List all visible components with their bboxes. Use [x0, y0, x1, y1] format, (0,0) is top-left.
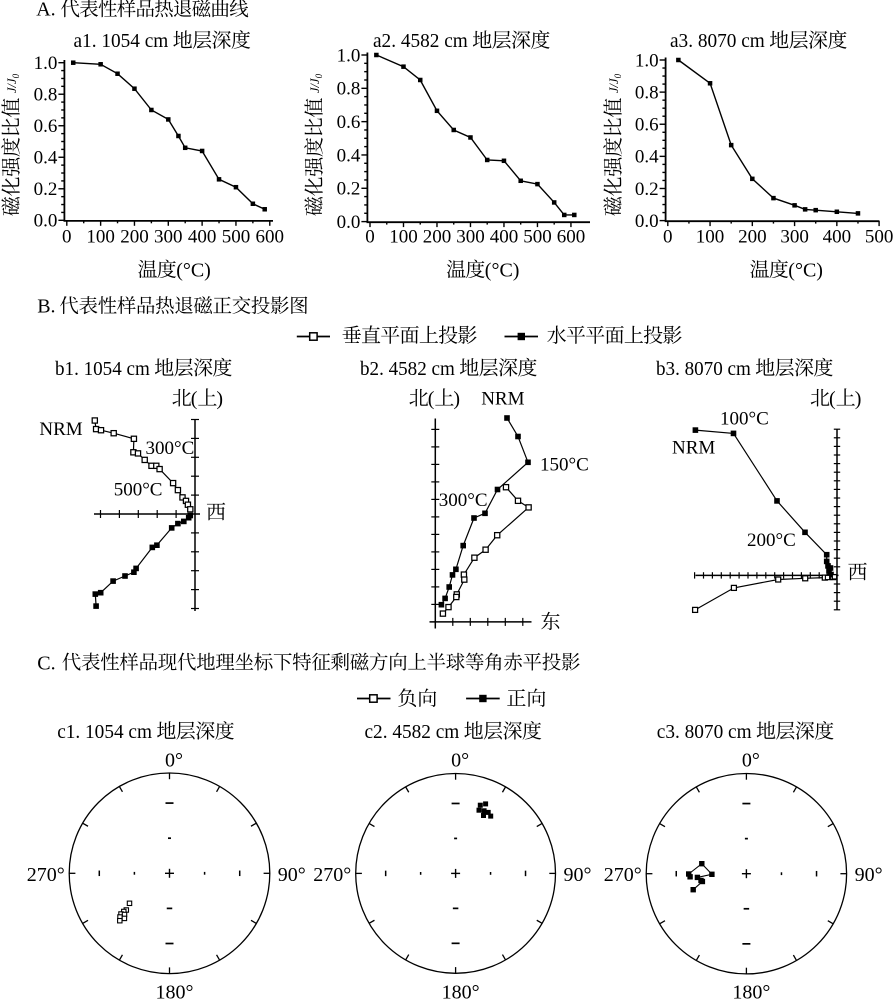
svg-text:200: 200	[738, 227, 767, 248]
svg-text:(: (	[191, 388, 198, 410]
svg-text:): )	[216, 388, 223, 410]
svg-text:0: 0	[314, 73, 324, 78]
svg-text:NRM: NRM	[39, 419, 82, 440]
svg-text:200: 200	[120, 227, 149, 248]
svg-text:C.: C.	[37, 653, 55, 675]
svg-text:0°: 0°	[742, 750, 760, 772]
svg-text:(°C): (°C)	[788, 260, 823, 282]
svg-text:(°C): (°C)	[176, 260, 211, 282]
svg-text:0.8: 0.8	[337, 79, 361, 100]
svg-text:200°C: 200°C	[747, 530, 796, 551]
svg-text:0.6: 0.6	[34, 116, 58, 137]
svg-text:0.2: 0.2	[34, 179, 58, 200]
svg-text:b2. 4582 cm: b2. 4582 cm	[360, 358, 455, 380]
svg-text:300: 300	[780, 227, 809, 248]
svg-text:): )	[453, 388, 460, 410]
svg-text:400: 400	[823, 227, 852, 248]
svg-text:): )	[855, 388, 862, 410]
svg-text:0°: 0°	[451, 750, 469, 772]
svg-text:180°: 180°	[156, 981, 194, 1000]
svg-text:0: 0	[365, 227, 375, 248]
svg-text:(°C): (°C)	[485, 260, 520, 282]
svg-text:(: (	[428, 388, 435, 410]
svg-text:0.4: 0.4	[635, 147, 659, 168]
svg-text:1.0: 1.0	[337, 45, 361, 66]
svg-text:0.6: 0.6	[337, 112, 361, 133]
svg-text:90°: 90°	[278, 864, 306, 886]
svg-text:c1. 1054 cm: c1. 1054 cm	[57, 721, 152, 743]
svg-text:300: 300	[154, 227, 183, 248]
svg-text:0.6: 0.6	[635, 115, 659, 136]
svg-text:0.4: 0.4	[337, 145, 361, 166]
svg-text:300: 300	[456, 227, 485, 248]
svg-text:1.0: 1.0	[34, 53, 58, 74]
svg-text:0.0: 0.0	[34, 211, 58, 232]
svg-text:500°C: 500°C	[114, 480, 163, 501]
svg-text:0.4: 0.4	[34, 148, 58, 169]
svg-text:100: 100	[696, 227, 725, 248]
svg-text:0.8: 0.8	[635, 82, 659, 103]
svg-text:0°: 0°	[165, 750, 183, 772]
svg-text:180°: 180°	[442, 981, 480, 1000]
svg-text:150°C: 150°C	[540, 455, 589, 476]
svg-text:0.2: 0.2	[337, 179, 361, 200]
svg-text:0.0: 0.0	[337, 212, 361, 233]
svg-text:B.: B.	[37, 296, 55, 318]
svg-text:270°: 270°	[27, 864, 65, 886]
svg-text:500: 500	[222, 227, 251, 248]
svg-text:a1. 1054 cm: a1. 1054 cm	[74, 30, 169, 52]
svg-text:0: 0	[613, 73, 623, 78]
svg-text:0.0: 0.0	[635, 211, 659, 232]
svg-text:100°C: 100°C	[720, 409, 769, 430]
svg-text:90°: 90°	[564, 864, 592, 886]
svg-text:J/J: J/J	[607, 77, 621, 93]
svg-text:400: 400	[490, 227, 519, 248]
svg-text:(: (	[829, 388, 836, 410]
svg-text:0.8: 0.8	[34, 85, 58, 106]
svg-text:c3. 8070 cm: c3. 8070 cm	[657, 721, 752, 743]
svg-text:1.0: 1.0	[635, 50, 659, 71]
svg-text:a3. 8070 cm: a3. 8070 cm	[670, 30, 765, 52]
svg-text:200: 200	[423, 227, 452, 248]
svg-text:100: 100	[389, 227, 418, 248]
svg-text:180°: 180°	[732, 981, 770, 1000]
svg-text:NRM: NRM	[481, 389, 524, 410]
svg-text:A.: A.	[36, 0, 55, 21]
svg-text:0.2: 0.2	[635, 179, 659, 200]
svg-text:270°: 270°	[604, 864, 642, 886]
svg-text:270°: 270°	[313, 864, 351, 886]
svg-text:300°C: 300°C	[146, 438, 195, 459]
svg-text:0: 0	[11, 73, 21, 78]
svg-text:100: 100	[86, 227, 115, 248]
svg-text:600: 600	[557, 227, 586, 248]
svg-text:500: 500	[865, 227, 894, 248]
svg-text:NRM: NRM	[672, 438, 715, 459]
svg-text:a2. 4582 cm: a2. 4582 cm	[373, 30, 468, 52]
svg-text:600: 600	[256, 227, 285, 248]
svg-text:b1. 1054 cm: b1. 1054 cm	[55, 358, 150, 380]
svg-text:0: 0	[663, 227, 673, 248]
svg-text:J/J: J/J	[5, 77, 19, 93]
svg-text:b3. 8070 cm: b3. 8070 cm	[656, 358, 751, 380]
svg-text:c2. 4582 cm: c2. 4582 cm	[365, 721, 460, 743]
svg-text:300°C: 300°C	[439, 490, 488, 511]
svg-text:500: 500	[523, 227, 552, 248]
svg-text:400: 400	[188, 227, 217, 248]
svg-text:0: 0	[62, 227, 72, 248]
svg-text:J/J: J/J	[308, 77, 322, 93]
svg-text:90°: 90°	[855, 864, 883, 886]
